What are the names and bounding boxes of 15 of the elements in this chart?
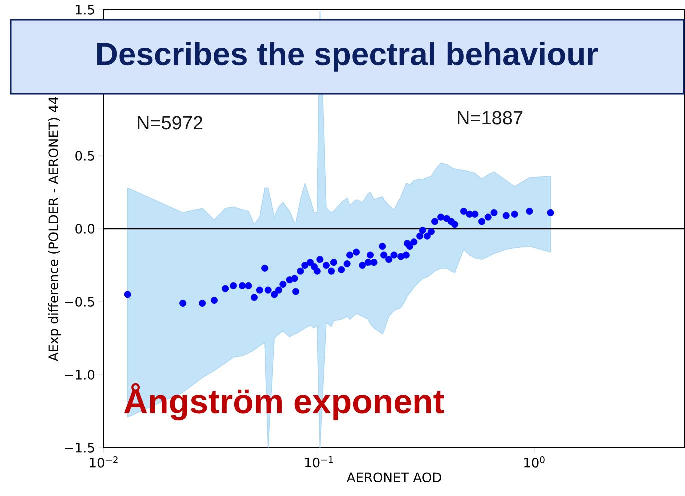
y-axis-title: AExp difference (POLDER - AERONET) 44 xyxy=(48,97,62,362)
y-tick-label: −1.0 xyxy=(65,370,95,380)
annotation: Describes the spectral behaviour xyxy=(97,42,598,72)
y-tick-label: −0.5 xyxy=(65,297,94,307)
y-tick-label: 0.0 xyxy=(76,224,95,234)
y-tick-label: −1.5 xyxy=(65,443,94,453)
annotation: N=1887 xyxy=(458,111,523,125)
x-tick-label: 10$^{−1}$ xyxy=(305,456,334,468)
annotation: N=5972 xyxy=(138,116,203,130)
y-tick-label: 1.5 xyxy=(76,5,94,15)
annotation: Ångström exponent xyxy=(124,383,444,421)
x-tick-label: 10$^{0}$ xyxy=(524,456,545,468)
x-tick-label: 10$^{−2}$ xyxy=(90,456,118,468)
y-tick-label: 0.5 xyxy=(76,151,94,161)
x-axis-title: AERONET AOD xyxy=(346,472,442,483)
